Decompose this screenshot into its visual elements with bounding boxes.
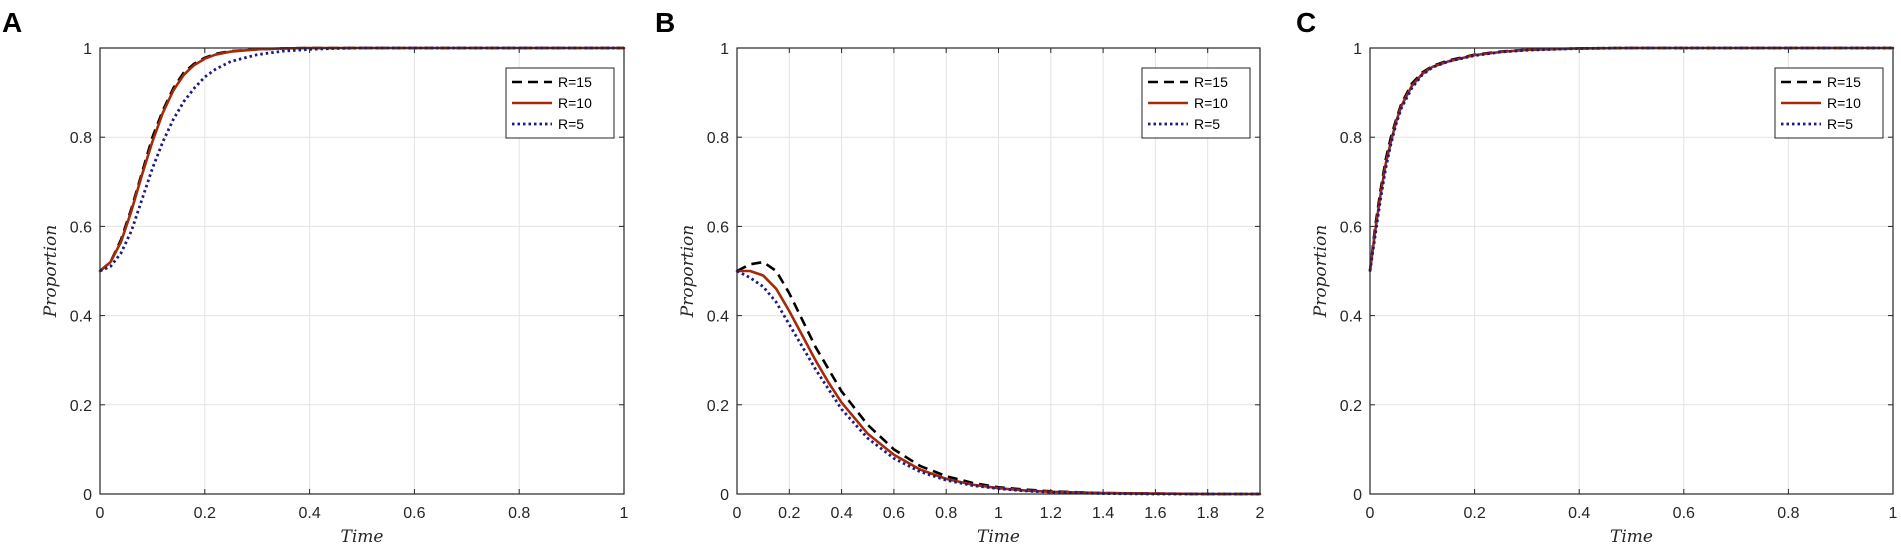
y-tick-label: 0.2 xyxy=(707,398,729,415)
x-tick-label: 1.2 xyxy=(1040,505,1062,522)
panel-letter: A xyxy=(2,7,22,38)
axis-box xyxy=(736,47,1261,495)
x-tick-label: 0.2 xyxy=(194,505,216,522)
axis-box xyxy=(99,47,625,495)
y-tick-label: 0 xyxy=(83,487,92,504)
y-tick-label: 0.2 xyxy=(70,398,92,415)
y-tick-label: 0.8 xyxy=(1340,130,1362,147)
x-tick-label: 0.4 xyxy=(298,505,320,522)
x-tick-label: 0.4 xyxy=(1568,505,1590,522)
x-tick-label: 0.6 xyxy=(1673,505,1695,522)
y-tick-label: 1 xyxy=(720,41,729,58)
x-tick-label: 1 xyxy=(994,505,1003,522)
legend: R=15 R=10 R=5 xyxy=(1774,67,1884,139)
x-tick-label: 0.4 xyxy=(830,505,852,522)
y-tick-label: 0.4 xyxy=(1340,309,1362,326)
legend-entry: R=10 xyxy=(1194,95,1228,111)
series-line-r15 xyxy=(736,260,1260,496)
x-tick-label: 0.6 xyxy=(403,505,425,522)
x-tick-label: 0 xyxy=(1366,505,1375,522)
panel-letter: B xyxy=(655,7,675,38)
x-axis-label: Time xyxy=(977,527,1020,547)
x-tick-label: 1 xyxy=(1889,505,1898,522)
axis-box xyxy=(1369,47,1894,495)
x-tick-label: 1.4 xyxy=(1092,505,1114,522)
chart-panel-a: A 0 0.2 0.4 0.6 0.8 1 0 0.2 0.4 0.6 0.8 1 Time Proport… xyxy=(2,7,629,547)
x-tick-label: 0 xyxy=(733,505,742,522)
x-tick-label: 0.6 xyxy=(883,505,905,522)
x-tick-label: 0 xyxy=(96,505,105,522)
legend-entry: R=5 xyxy=(1827,116,1853,132)
x-tick-label: 1 xyxy=(620,505,629,522)
y-tick-label: 1 xyxy=(83,41,92,58)
x-tick-label: 0.8 xyxy=(508,505,530,522)
legend: R=15 R=10 R=5 xyxy=(505,67,615,139)
y-tick-label: 0.2 xyxy=(1340,398,1362,415)
panel-letter: C xyxy=(1296,7,1316,38)
x-axis-label: Time xyxy=(341,527,384,547)
y-tick-label: 0.6 xyxy=(70,219,92,236)
x-tick-label: 0.8 xyxy=(1777,505,1799,522)
x-tick-label: 0.8 xyxy=(935,505,957,522)
y-tick-label: 0 xyxy=(720,487,729,504)
y-tick-label: 0.6 xyxy=(1340,219,1362,236)
y-tick-label: 0.4 xyxy=(707,309,729,326)
legend-entry: R=5 xyxy=(1194,116,1220,132)
x-tick-label: 0.2 xyxy=(778,505,800,522)
y-axis-label: Proportion xyxy=(678,225,698,319)
y-tick-label: 0.8 xyxy=(70,130,92,147)
legend-entry: R=5 xyxy=(558,116,584,132)
series-line-r5 xyxy=(736,269,1260,496)
legend-entry: R=15 xyxy=(1827,74,1861,90)
y-tick-label: 0.4 xyxy=(70,309,92,326)
x-tick-label: 2 xyxy=(1256,505,1265,522)
legend-entry: R=10 xyxy=(1827,95,1861,111)
chart-panel-b: B 0 0.2 0.4 0.6 0.8 1 1.2 1.4 1.6 1.8 2 0 0.2 0.4 0.6 0.… xyxy=(655,7,1265,547)
x-axis-label: Time xyxy=(1610,527,1653,547)
y-tick-label: 0.6 xyxy=(707,219,729,236)
chart-panel-c: C 0 0.2 0.4 0.6 0.8 1 0 0.2 0.4 0.6 0.8 1 Time Proport… xyxy=(1296,7,1898,547)
y-axis-label: Proportion xyxy=(1311,225,1331,319)
y-tick-label: 0 xyxy=(1353,487,1362,504)
x-tick-label: 1.8 xyxy=(1197,505,1219,522)
y-axis-label: Proportion xyxy=(41,225,61,319)
legend: R=15 R=10 R=5 xyxy=(1141,67,1251,139)
x-tick-label: 1.6 xyxy=(1144,505,1166,522)
legend-entry: R=10 xyxy=(558,95,592,111)
legend-entry: R=15 xyxy=(1194,74,1228,90)
y-tick-label: 0.8 xyxy=(707,130,729,147)
legend-entry: R=15 xyxy=(558,74,592,90)
y-tick-label: 1 xyxy=(1353,41,1362,58)
x-tick-label: 0.2 xyxy=(1463,505,1485,522)
